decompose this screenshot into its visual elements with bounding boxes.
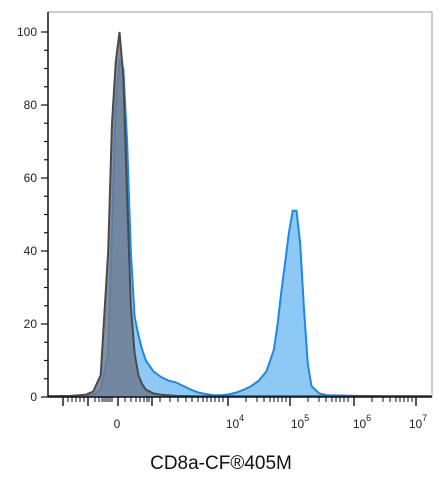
y-tick-label: 20	[24, 317, 38, 331]
x-axis-title: CD8a-CF®405M	[150, 453, 292, 474]
x-tick-label: 105	[291, 413, 309, 431]
y-tick-label: 60	[24, 171, 38, 185]
y-tick-label: 80	[24, 98, 38, 112]
x-tick-label: 107	[409, 413, 427, 431]
x-tick-label: 106	[353, 413, 371, 431]
series-line-2	[47, 31, 432, 398]
series-fill-2	[48, 32, 432, 397]
series-layer	[47, 31, 432, 398]
x-tick-label: 104	[226, 413, 244, 431]
y-tick-label: 0	[30, 390, 37, 404]
x-tick-label: 0	[114, 417, 121, 431]
y-axis-ticks: 0 20 40 60 80 100	[17, 25, 48, 404]
y-tick-label: 100	[17, 25, 37, 39]
x-axis-ticks: 0 104 105 106 107	[62, 397, 427, 431]
y-tick-label: 40	[24, 244, 38, 258]
